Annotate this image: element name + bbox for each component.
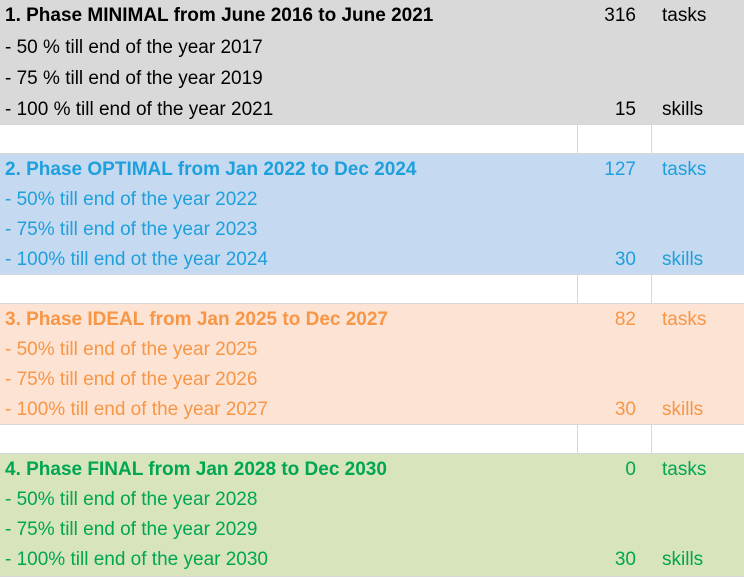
- grid-line: [577, 424, 578, 454]
- grid-line: [0, 576, 744, 577]
- milestone-text: - 100% till end of the year 2030: [5, 549, 269, 570]
- tasks-count: 127: [604, 159, 636, 180]
- phase-title-row[interactable]: 1. Phase MINIMAL from June 2016 to June …: [0, 1, 744, 31]
- milestone-row[interactable]: - 100% till end of the year 2030 30 skil…: [0, 545, 744, 575]
- milestone-text: - 75% till end of the year 2029: [5, 519, 258, 540]
- tasks-count: 82: [614, 309, 636, 330]
- milestone-text: - 75% till end of the year 2023: [5, 219, 258, 240]
- skills-count: 15: [614, 99, 636, 120]
- grid-line: [0, 424, 744, 425]
- grid-line: [651, 274, 652, 304]
- tasks-count: 0: [625, 459, 636, 480]
- milestone-text: - 75 % till end of the year 2019: [5, 68, 263, 89]
- tasks-label: tasks: [662, 5, 707, 26]
- phase-title-row[interactable]: 3. Phase IDEAL from Jan 2025 to Dec 2027…: [0, 305, 744, 335]
- milestone-row[interactable]: - 100% till end ot the year 2024 30 skil…: [0, 245, 744, 275]
- tasks-label: tasks: [662, 309, 707, 330]
- milestone-row[interactable]: - 75 % till end of the year 2019: [0, 64, 744, 94]
- milestone-row[interactable]: - 75% till end of the year 2026: [0, 365, 744, 395]
- phase-block-minimal: 1. Phase MINIMAL from June 2016 to June …: [0, 0, 744, 124]
- milestone-row[interactable]: - 50% till end of the year 2025: [0, 335, 744, 365]
- milestone-row[interactable]: - 50% till end of the year 2028: [0, 485, 744, 515]
- grid-line: [0, 153, 744, 154]
- grid-line: [0, 303, 744, 304]
- phase-title: 4. Phase FINAL from Jan 2028 to Dec 2030: [5, 459, 387, 480]
- skills-label: skills: [662, 249, 704, 270]
- skills-count: 30: [614, 249, 636, 270]
- grid-line: [0, 274, 744, 275]
- phase-block-ideal: 3. Phase IDEAL from Jan 2025 to Dec 2027…: [0, 304, 744, 424]
- tasks-label: tasks: [662, 159, 707, 180]
- milestone-row[interactable]: - 100% till end of the year 2027 30 skil…: [0, 395, 744, 425]
- milestone-text: - 100% till end ot the year 2024: [5, 249, 269, 270]
- grid-line: [577, 274, 578, 304]
- milestone-text: - 50% till end of the year 2028: [5, 489, 258, 510]
- milestone-text: - 100% till end of the year 2027: [5, 399, 269, 420]
- grid-line: [651, 424, 652, 454]
- milestone-text: - 50% till end of the year 2025: [5, 339, 258, 360]
- grid-line: [577, 124, 578, 154]
- phase-block-final: 4. Phase FINAL from Jan 2028 to Dec 2030…: [0, 454, 744, 576]
- phase-title-row[interactable]: 4. Phase FINAL from Jan 2028 to Dec 2030…: [0, 455, 744, 485]
- milestone-row[interactable]: - 75% till end of the year 2029: [0, 515, 744, 545]
- tasks-label: tasks: [662, 459, 707, 480]
- skills-label: skills: [662, 399, 704, 420]
- phase-title-row[interactable]: 2. Phase OPTIMAL from Jan 2022 to Dec 20…: [0, 155, 744, 185]
- milestone-text: - 50% till end of the year 2022: [5, 189, 258, 210]
- tasks-count: 316: [604, 5, 636, 26]
- phase-title: 3. Phase IDEAL from Jan 2025 to Dec 2027: [5, 309, 388, 330]
- milestone-row[interactable]: - 100 % till end of the year 2021 15 ski…: [0, 95, 744, 125]
- milestone-text: - 100 % till end of the year 2021: [5, 99, 274, 120]
- grid-line: [651, 124, 652, 154]
- milestone-row[interactable]: - 50% till end of the year 2022: [0, 185, 744, 215]
- phase-title: 1. Phase MINIMAL from June 2016 to June …: [5, 5, 434, 26]
- grid-line: [0, 124, 744, 125]
- grid-line: [0, 453, 744, 454]
- skills-label: skills: [662, 99, 704, 120]
- phase-block-optimal: 2. Phase OPTIMAL from Jan 2022 to Dec 20…: [0, 154, 744, 274]
- milestone-text: - 50 % till end of the year 2017: [5, 37, 263, 58]
- skills-count: 30: [614, 549, 636, 570]
- skills-label: skills: [662, 549, 704, 570]
- skills-count: 30: [614, 399, 636, 420]
- milestone-text: - 75% till end of the year 2026: [5, 369, 258, 390]
- milestone-row[interactable]: - 75% till end of the year 2023: [0, 215, 744, 245]
- milestone-row[interactable]: - 50 % till end of the year 2017: [0, 33, 744, 63]
- phase-title: 2. Phase OPTIMAL from Jan 2022 to Dec 20…: [5, 159, 417, 180]
